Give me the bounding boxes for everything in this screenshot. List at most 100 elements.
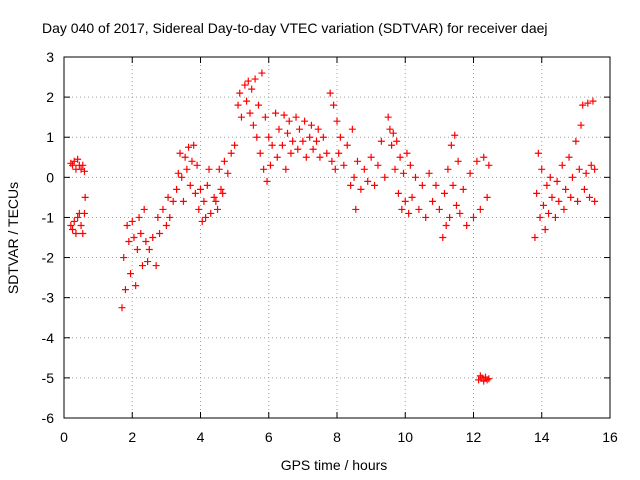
data-point-plus — [403, 149, 411, 157]
data-point-plus — [562, 185, 570, 193]
data-point-plus — [422, 213, 430, 221]
data-point-plus — [176, 149, 184, 157]
data-point-plus — [377, 137, 385, 145]
data-point-plus — [154, 213, 162, 221]
data-point-plus — [256, 149, 264, 157]
data-point-plus — [446, 213, 454, 221]
data-point-plus — [278, 141, 286, 149]
data-point-plus — [350, 173, 358, 181]
y-tick-label: -3 — [42, 290, 55, 306]
data-point-plus — [418, 181, 426, 189]
data-point-plus — [212, 197, 220, 205]
data-point-plus — [580, 185, 588, 193]
data-point-plus — [80, 209, 88, 217]
data-point-plus — [79, 229, 87, 237]
y-tick-label: 0 — [46, 169, 54, 185]
data-point-plus — [248, 85, 256, 93]
data-point-plus — [183, 165, 191, 173]
data-point-plus — [388, 141, 396, 149]
y-tick-label: -4 — [42, 330, 55, 346]
data-point-plus — [565, 153, 573, 161]
data-point-plus — [251, 75, 259, 83]
data-point-plus — [398, 205, 406, 213]
data-point-plus — [560, 205, 568, 213]
data-point-plus — [261, 113, 269, 121]
data-point-plus — [69, 161, 77, 169]
data-point-plus — [473, 157, 481, 165]
data-point-plus — [244, 77, 252, 85]
data-point-plus — [451, 131, 459, 139]
data-point-plus — [374, 161, 382, 169]
y-tick-label: 1 — [46, 129, 54, 145]
data-point-plus — [186, 181, 194, 189]
data-point-plus — [241, 81, 249, 89]
data-point-plus — [357, 185, 365, 193]
data-point-plus — [367, 153, 375, 161]
data-point-plus — [70, 217, 78, 225]
data-point-plus — [316, 153, 324, 161]
data-point-plus — [553, 177, 561, 185]
x-axis-label: GPS time / hours — [281, 457, 388, 473]
x-tick-label: 16 — [602, 429, 618, 445]
data-point-plus — [579, 101, 587, 109]
data-point-plus — [555, 197, 563, 205]
data-point-plus — [439, 234, 447, 241]
data-point-plus — [306, 133, 314, 141]
data-point-plus — [127, 270, 135, 278]
x-tick-label: 12 — [466, 429, 482, 445]
data-point-plus — [470, 213, 477, 221]
data-point-plus — [125, 238, 133, 246]
data-point-plus — [118, 304, 126, 312]
data-point-plus — [123, 221, 131, 229]
data-point-plus — [319, 133, 327, 141]
data-point-plus — [394, 189, 402, 197]
data-point-plus — [586, 193, 594, 201]
y-tick-label: 3 — [46, 49, 54, 65]
data-point-plus — [381, 173, 389, 181]
data-point-plus — [260, 165, 268, 173]
data-point-plus — [121, 286, 129, 294]
data-point-plus — [77, 221, 85, 229]
data-point-plus — [255, 101, 263, 109]
data-point-plus — [265, 133, 273, 141]
data-point-plus — [435, 205, 443, 213]
grid-lines — [64, 57, 610, 418]
data-point-plus — [138, 262, 146, 270]
data-point-plus — [292, 113, 300, 121]
x-tick-label: 8 — [333, 429, 341, 445]
data-point-plus — [541, 225, 549, 233]
data-point-plus — [411, 173, 419, 181]
data-point-plus — [405, 209, 413, 217]
y-tick-label: -6 — [42, 410, 55, 426]
data-point-plus — [568, 173, 576, 181]
data-point-plus — [558, 161, 566, 169]
data-point-plus — [314, 125, 322, 133]
data-point-plus — [336, 133, 344, 141]
data-point-plus — [574, 197, 582, 205]
x-tick-label: 10 — [397, 429, 413, 445]
data-point-plus — [179, 197, 187, 205]
data-point-plus — [533, 189, 541, 197]
data-point-plus — [352, 205, 360, 213]
data-point-plus — [289, 137, 297, 145]
data-point-plus — [551, 213, 559, 221]
data-point-plus — [340, 161, 348, 169]
data-point-plus — [452, 201, 460, 209]
data-point-plus — [133, 246, 141, 254]
data-point-plus — [234, 101, 242, 109]
data-point-plus — [214, 205, 222, 213]
data-point-plus — [543, 181, 551, 189]
data-point-plus — [326, 89, 334, 97]
data-point-plus — [440, 189, 448, 197]
data-point-plus — [567, 193, 575, 201]
data-point-plus — [193, 161, 201, 169]
data-point-plus — [456, 209, 464, 217]
data-point-plus — [152, 262, 160, 270]
data-point-plus — [128, 217, 136, 225]
data-point-plus — [545, 209, 553, 217]
data-point-plus — [480, 377, 488, 385]
y-axis-label: SDTVAR / TECUs — [5, 182, 21, 294]
data-point-plus — [142, 238, 150, 246]
data-point-plus — [587, 161, 595, 169]
